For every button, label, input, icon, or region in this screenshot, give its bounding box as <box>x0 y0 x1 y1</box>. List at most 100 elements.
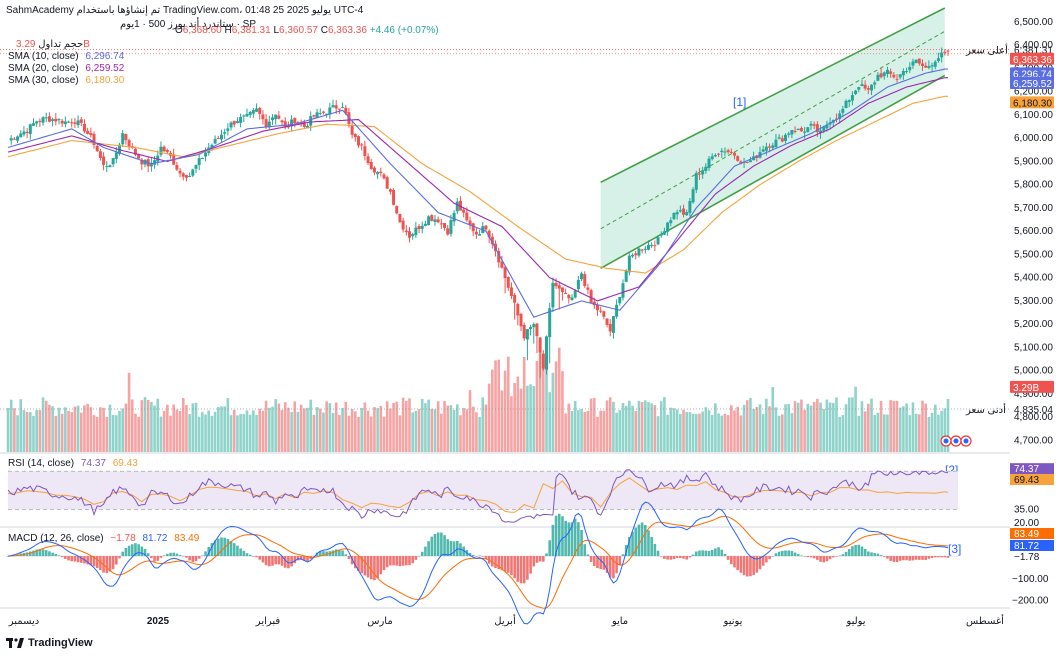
macd-histogram-bar <box>449 540 453 557</box>
x-axis-label: يوليو <box>845 616 865 627</box>
volume-bar <box>911 402 915 452</box>
chart-top-line: SahmAcademy تم إنشاؤها باستخدام TradingV… <box>6 5 364 16</box>
tradingview-logo[interactable]: TradingView <box>6 637 93 649</box>
candle-body <box>318 113 322 115</box>
volume-bar <box>867 403 870 452</box>
candle-body <box>401 220 405 230</box>
volume-bar <box>739 415 743 452</box>
volume-bar <box>274 399 277 452</box>
candle-body <box>95 145 99 152</box>
volume-bar <box>538 349 542 452</box>
sma20-legend[interactable]: SMA (20, close) 6,259.52 <box>8 63 124 75</box>
macd-histogram-bar <box>156 556 160 561</box>
price-tick-label: 5,100.00 <box>1014 342 1053 353</box>
candle-body <box>554 282 558 287</box>
candle-body <box>382 174 386 179</box>
candle-body <box>439 223 443 225</box>
candle-body <box>9 138 13 141</box>
candle-body <box>503 267 507 279</box>
volume-bar <box>491 369 494 452</box>
candle-body <box>627 255 631 273</box>
volume-bar <box>462 408 465 452</box>
volume-bar <box>296 411 300 452</box>
volume-bar <box>666 414 669 452</box>
volume-bar <box>698 413 701 452</box>
macd-histogram-bar <box>67 556 70 561</box>
macd-histogram-bar <box>436 532 440 557</box>
economic-event-icon-dot <box>963 438 969 444</box>
macd-histogram-bar <box>704 550 708 557</box>
macd-histogram-bar <box>475 556 478 557</box>
volume-bar <box>615 412 618 452</box>
macd-histogram-bar <box>76 556 80 563</box>
candle-body <box>567 294 571 299</box>
volume-bar <box>927 416 931 452</box>
volume-bar <box>790 413 794 452</box>
volume-bar <box>38 410 42 452</box>
candle-body <box>16 136 20 141</box>
volume-bar <box>471 406 475 452</box>
volume-bar <box>828 402 832 452</box>
ohlc-l: 6,360.57 <box>279 25 318 36</box>
volume-bar <box>873 415 877 452</box>
candle-body <box>564 293 568 295</box>
macd-histogram-bar <box>895 556 899 563</box>
macd-histogram-bar <box>745 556 749 577</box>
volume-bar <box>223 406 226 452</box>
candle-body <box>586 287 590 290</box>
candle-body <box>736 156 740 161</box>
candle-body <box>522 324 526 339</box>
macd-histogram-bar <box>768 556 771 560</box>
macd-histogram-bar <box>478 555 481 557</box>
volume-bar <box>659 401 663 452</box>
macd-histogram-bar <box>41 549 45 557</box>
volume-bar <box>194 402 198 452</box>
candle-body <box>337 108 341 110</box>
sma10-legend[interactable]: SMA (10, close) 6,296.74 <box>8 51 124 63</box>
volume-bar <box>777 415 781 452</box>
macd-histogram-bar <box>688 556 692 558</box>
volume-bar <box>806 403 810 452</box>
volume-bar <box>293 401 297 452</box>
macd-histogram-bar <box>637 524 641 557</box>
rsi-legend[interactable]: RSI (14, close) 74.37 69.43 <box>8 458 138 470</box>
candle-body <box>917 58 921 64</box>
candle-body <box>315 112 319 118</box>
signal-value: 83.49 <box>174 533 200 544</box>
volume-bar <box>765 398 768 452</box>
macd-histogram-bar <box>790 551 794 557</box>
macd-histogram-bar <box>867 551 870 557</box>
volume-bar <box>420 398 424 452</box>
volume-bar <box>554 361 558 452</box>
volume-bar <box>933 404 937 452</box>
macd-histogram-bar <box>344 554 348 557</box>
macd-histogram-bar <box>755 556 759 573</box>
macd-histogram-bar <box>210 543 214 557</box>
candle-body <box>621 283 625 298</box>
volume-bar <box>694 414 698 452</box>
macd-histogram-bar <box>847 549 851 557</box>
macd-histogram-bar <box>882 556 886 557</box>
macd-histogram-bar <box>570 522 574 557</box>
volume-bar <box>452 410 456 452</box>
volume-bar <box>449 405 453 452</box>
volume-bar <box>318 408 322 452</box>
candle-body <box>60 120 64 124</box>
macd-histogram-bar <box>229 540 233 557</box>
macd-histogram-bar <box>369 556 373 580</box>
macd-histogram-bar <box>940 556 943 558</box>
macd-histogram-bar <box>933 556 937 558</box>
macd-histogram-bar <box>682 556 685 559</box>
volume-bar <box>41 397 45 452</box>
candle-body <box>697 173 701 175</box>
volume-bar <box>500 390 504 452</box>
volume-bar <box>679 414 682 452</box>
macd-histogram-bar <box>564 520 567 557</box>
volume-legend[interactable]: حجم تداول 3.29B <box>12 39 90 51</box>
macd-histogram-bar <box>277 556 281 565</box>
sma30-legend[interactable]: SMA (30, close) 6,180.30 <box>8 75 124 87</box>
candle-body <box>67 121 71 123</box>
macd-histogram-bar <box>51 552 54 557</box>
macd-legend[interactable]: MACD (12, 26, close) −1.78 81.72 83.49 <box>8 533 199 545</box>
